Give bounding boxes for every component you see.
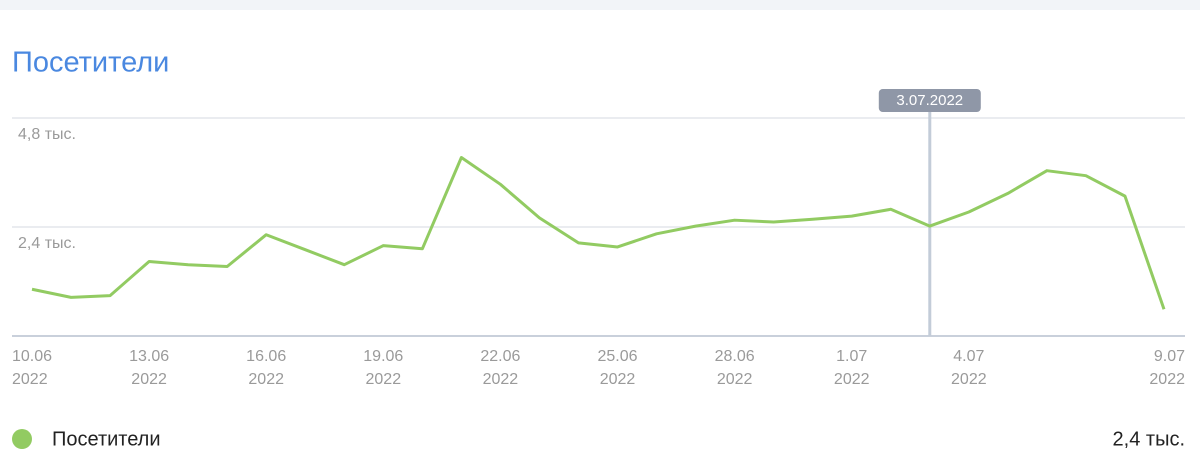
y-tick-label: 2,4 тыс. <box>18 235 76 252</box>
chart-title: Посетители <box>12 47 169 79</box>
x-tick-sublabel: 2022 <box>717 371 753 388</box>
x-tick-label: 13.06 <box>129 348 169 365</box>
x-tick-label: 22.06 <box>480 348 520 365</box>
y-tick-label: 4,8 тыс. <box>18 126 76 143</box>
x-tick-sublabel: 2022 <box>1149 371 1185 388</box>
x-tick-sublabel: 2022 <box>248 371 284 388</box>
hover-tooltip <box>878 89 981 112</box>
legend-label: Посетители <box>52 428 161 450</box>
x-tick-label: 19.06 <box>363 348 403 365</box>
x-tick-label: 25.06 <box>597 348 637 365</box>
x-tick-label: 10.06 <box>12 348 52 365</box>
x-tick-sublabel: 2022 <box>600 371 636 388</box>
x-tick-label: 28.06 <box>715 348 755 365</box>
x-tick-sublabel: 2022 <box>12 371 48 388</box>
x-tick-label: 16.06 <box>246 348 286 365</box>
x-tick-sublabel: 2022 <box>366 371 402 388</box>
top-strip <box>0 0 1200 10</box>
x-tick-sublabel: 2022 <box>483 371 519 388</box>
x-tick-label: 4.07 <box>953 348 984 365</box>
x-tick-label: 1.07 <box>836 348 867 365</box>
legend-value: 2,4 тыс. <box>1113 428 1185 450</box>
x-tick-sublabel: 2022 <box>131 371 167 388</box>
x-tick-sublabel: 2022 <box>834 371 870 388</box>
hover-tooltip-label: 3.07.2022 <box>896 92 963 109</box>
x-tick-label: 9.07 <box>1154 348 1185 365</box>
line-series <box>31 156 1166 310</box>
x-tick-sublabel: 2022 <box>951 371 987 388</box>
legend-marker <box>12 429 32 449</box>
